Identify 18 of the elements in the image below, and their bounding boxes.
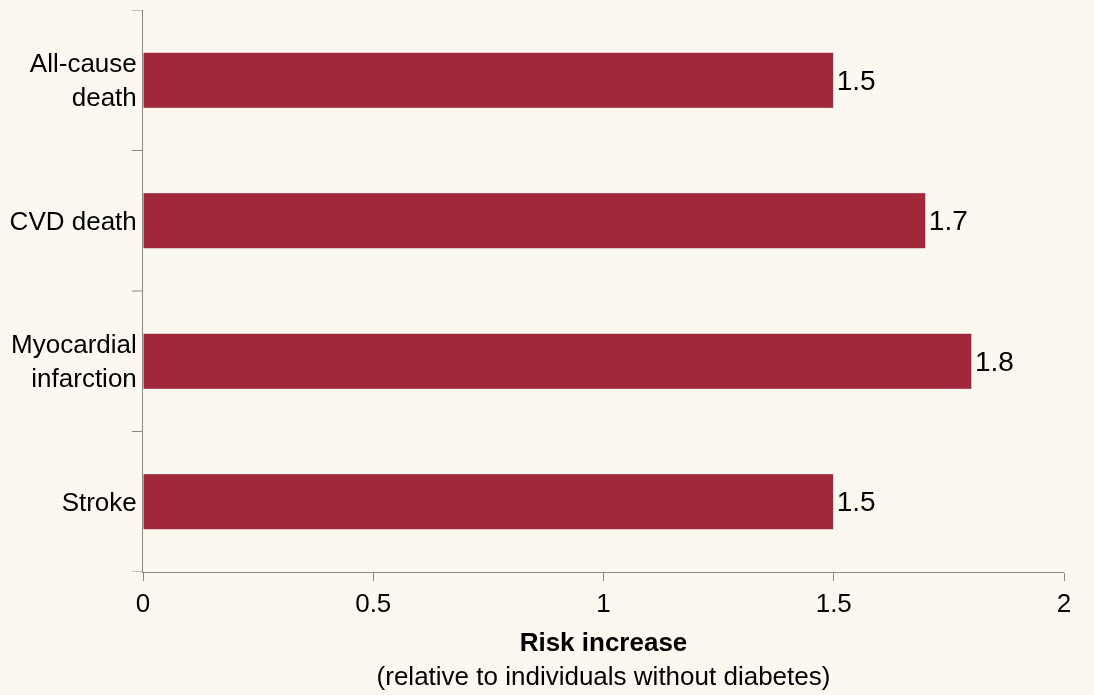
y-tick-label: Stroke	[61, 486, 137, 517]
bar	[143, 473, 835, 531]
bar	[143, 51, 835, 109]
data-label: 1.7	[928, 205, 968, 237]
data-label: 1.5	[836, 64, 876, 96]
x-tick-label: 1.5	[815, 588, 852, 619]
x-tick-label: 2	[1056, 588, 1072, 619]
data-label: 1.5	[836, 486, 876, 518]
x-tick-label: 1	[596, 588, 611, 619]
x-tick-label: 0	[135, 588, 151, 619]
x-tick-label: 0.5	[355, 588, 392, 619]
data-label: 1.8	[974, 345, 1014, 377]
bar	[143, 332, 973, 390]
x-axis-title: Risk increase (relative to individuals without diabetes)	[376, 626, 831, 691]
y-tick-label: Myocardial infarction	[11, 329, 137, 394]
y-tick-label: All-cause death	[29, 48, 137, 113]
y-tick-label: CVD death	[9, 205, 137, 236]
bar	[143, 192, 927, 250]
